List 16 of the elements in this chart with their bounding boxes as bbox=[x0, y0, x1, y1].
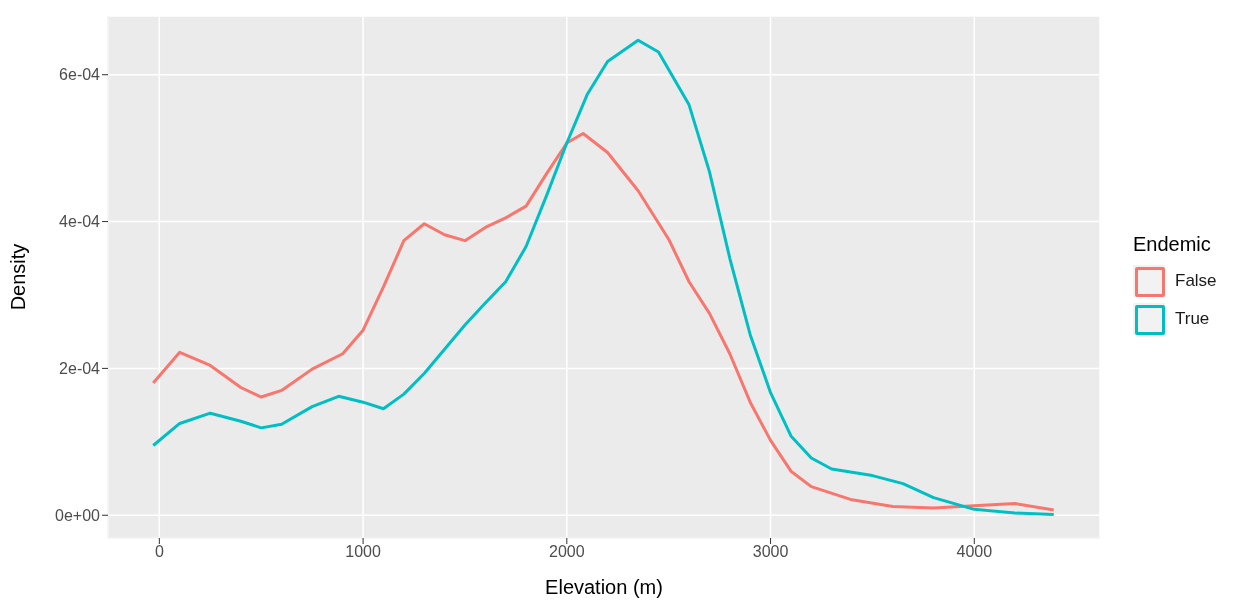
y-tick-label: 6e-04 bbox=[59, 66, 101, 84]
y-tick-label: 0e+00 bbox=[55, 506, 101, 524]
legend-label: True bbox=[1175, 309, 1210, 329]
x-tick-label: 2000 bbox=[549, 543, 585, 561]
x-tick-label: 1000 bbox=[345, 543, 381, 561]
line-series bbox=[151, 38, 1056, 517]
legend-label: False bbox=[1175, 271, 1217, 291]
y-tick-label: 2e-04 bbox=[59, 360, 101, 378]
x-axis-title: Elevation (m) bbox=[545, 576, 663, 598]
y-tick-label: 4e-04 bbox=[59, 213, 101, 231]
y-axis-title: Density bbox=[7, 243, 30, 311]
legend-title: Endemic bbox=[1133, 233, 1212, 256]
x-tick-label: 3000 bbox=[752, 543, 789, 561]
line-series bbox=[151, 131, 1056, 512]
x-tick-label: 4000 bbox=[956, 543, 993, 561]
x-tick-label: 0 bbox=[154, 543, 164, 561]
